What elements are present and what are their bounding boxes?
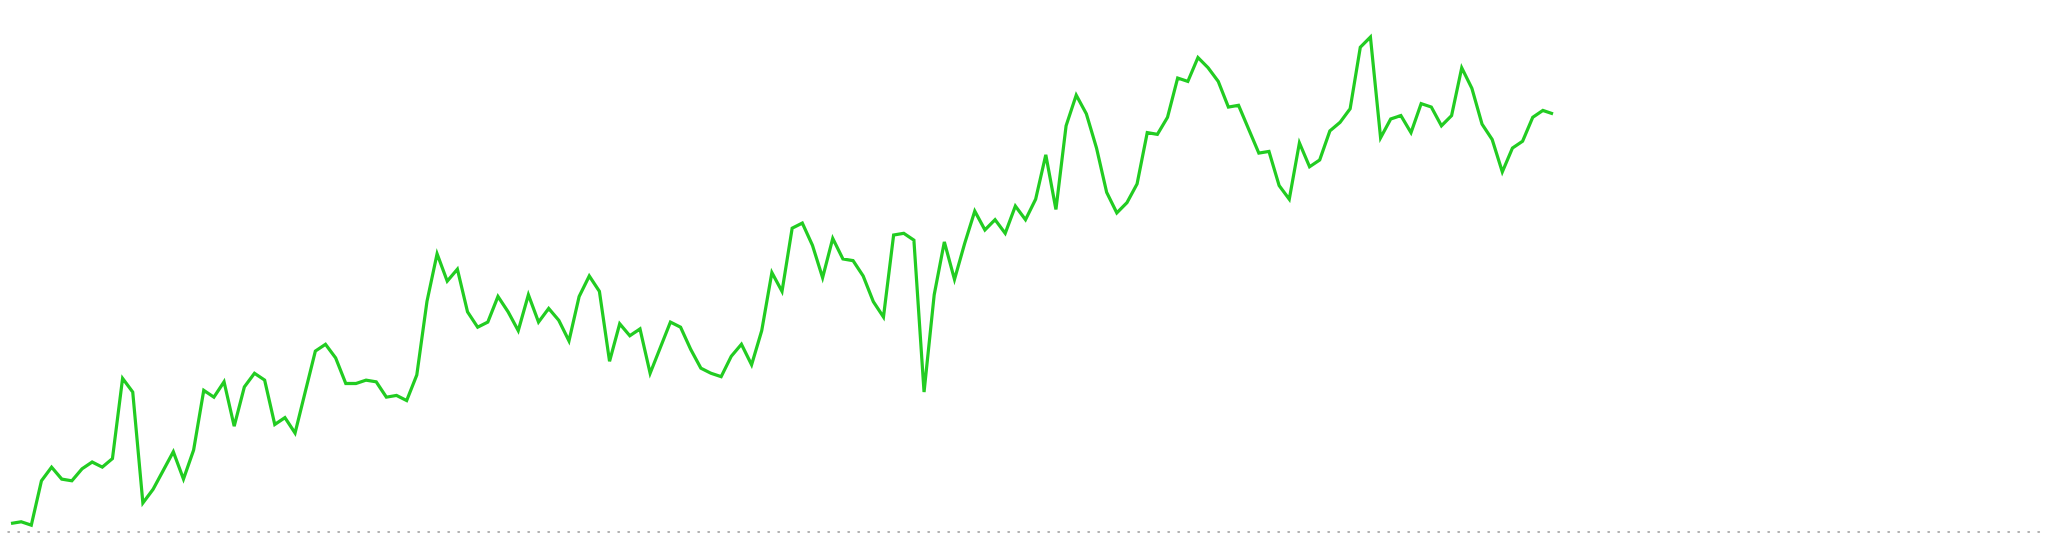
- series-layer: [10, 33, 1554, 528]
- series-line-0: [10, 33, 1554, 528]
